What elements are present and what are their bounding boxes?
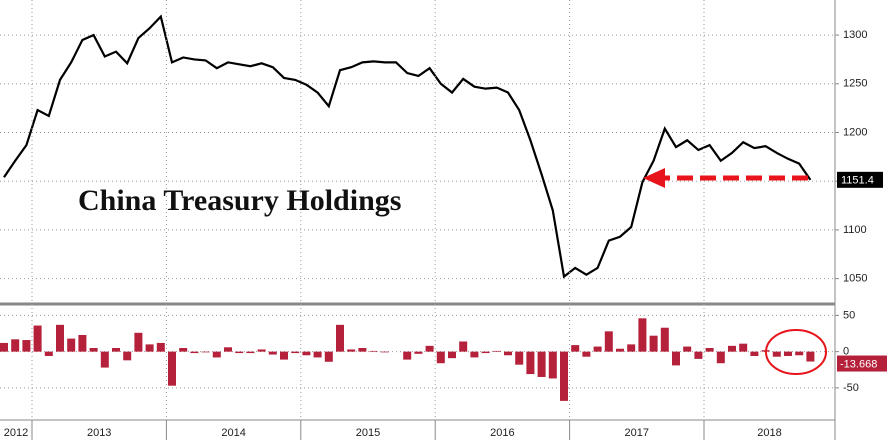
- bar: [481, 351, 490, 354]
- bar: [593, 346, 602, 352]
- bar: [414, 351, 423, 354]
- chart-title: China Treasury Holdings: [78, 184, 401, 217]
- bar: [548, 351, 557, 379]
- bar: [145, 344, 154, 352]
- bar: [168, 351, 176, 386]
- x-tick-label: 2013: [87, 427, 111, 439]
- last-value-box: [837, 355, 887, 372]
- bar: [604, 331, 613, 352]
- x-tick-label: 2015: [356, 427, 380, 439]
- bar: [257, 349, 266, 352]
- bar: [112, 348, 120, 352]
- bar: [268, 351, 277, 355]
- arrow-head: [643, 168, 665, 188]
- bar: [11, 339, 20, 352]
- bar: [750, 351, 759, 356]
- last-value-box: [837, 171, 883, 188]
- bar: [403, 351, 412, 360]
- bar: [470, 351, 479, 358]
- y-tick-label: 1200: [843, 126, 867, 138]
- y-tick-label: 1100: [843, 224, 867, 236]
- y-tick-label: 0: [843, 346, 849, 358]
- bar: [313, 351, 322, 358]
- bar: [425, 345, 434, 352]
- highlight-circle: [765, 329, 827, 375]
- bar: [504, 351, 512, 356]
- bar: [649, 335, 658, 352]
- bar: [235, 351, 244, 354]
- bar: [795, 351, 804, 356]
- bar: [134, 332, 143, 352]
- bar: [526, 351, 535, 375]
- bar: [347, 349, 356, 352]
- y-tick-label: 1300: [843, 29, 867, 41]
- bar: [772, 351, 781, 357]
- last-value-label: -13.668: [840, 358, 877, 370]
- bar: [156, 342, 165, 352]
- bar: [492, 350, 501, 352]
- bar: [369, 350, 378, 352]
- x-tick-label: 2014: [221, 427, 245, 439]
- bar: [739, 343, 748, 352]
- bar: [336, 324, 344, 352]
- bar: [436, 351, 445, 364]
- bar: [33, 325, 42, 352]
- bar: [560, 351, 568, 401]
- bar: [358, 348, 367, 352]
- bar: [716, 351, 725, 364]
- y-tick-label: 1250: [843, 78, 867, 90]
- y-tick-label: -50: [843, 382, 859, 394]
- y-tick-label: 1050: [843, 273, 867, 285]
- bar: [571, 345, 580, 352]
- bar: [638, 318, 647, 352]
- bar: [806, 351, 815, 362]
- bar: [190, 351, 199, 354]
- y-tick-label: 50: [843, 309, 855, 321]
- bar: [44, 351, 53, 356]
- bar: [89, 348, 98, 352]
- bar: [683, 346, 692, 352]
- bar: [459, 341, 468, 352]
- x-tick-label: 2017: [625, 427, 649, 439]
- x-tick-label: 2018: [757, 427, 781, 439]
- x-tick-label: 2016: [490, 427, 514, 439]
- x-tick-label: 2012: [4, 427, 28, 439]
- bar: [100, 351, 109, 368]
- bar: [515, 351, 524, 365]
- bar: [694, 351, 703, 359]
- bar: [201, 351, 210, 353]
- bar: [728, 345, 736, 352]
- line: [3, 14, 812, 279]
- bar: [212, 351, 221, 358]
- bar: [705, 348, 714, 352]
- bar: [582, 351, 591, 357]
- bar: [123, 351, 132, 361]
- bar: [627, 344, 636, 352]
- bar: [78, 334, 87, 352]
- bar: [67, 338, 76, 352]
- bar: [537, 351, 546, 377]
- bar: [784, 351, 792, 356]
- bar: [324, 351, 333, 362]
- bar: [56, 324, 64, 352]
- bar: [22, 340, 31, 352]
- bar: [448, 351, 456, 359]
- bar: [291, 351, 300, 354]
- bar: [672, 351, 680, 366]
- bar: [660, 327, 669, 352]
- bar: [280, 351, 288, 360]
- bar: [0, 342, 8, 352]
- bar: [179, 348, 188, 352]
- bar: [224, 347, 232, 352]
- bar: [302, 351, 311, 356]
- bar: [246, 351, 255, 354]
- last-value-label: 1151.4: [841, 175, 874, 187]
- bar: [380, 351, 389, 353]
- bar: [616, 348, 624, 352]
